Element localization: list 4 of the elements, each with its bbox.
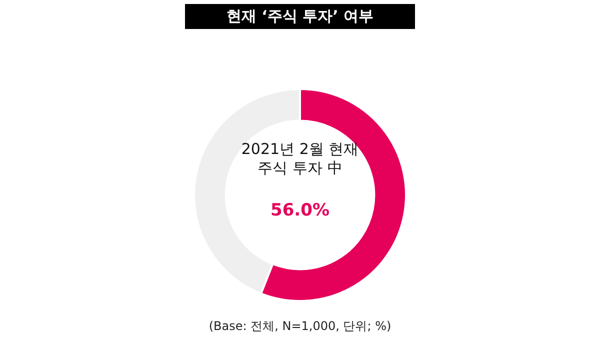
data-label: 56.0% [270,200,330,220]
chart-title: 현재 ‘주식 투자’ 여부 [185,4,415,29]
slice-label: 2021년 2월 현재 주식 투자 中 [241,140,359,177]
text: (Base: 전체, N=1,000, 단위; %) [208,318,392,335]
